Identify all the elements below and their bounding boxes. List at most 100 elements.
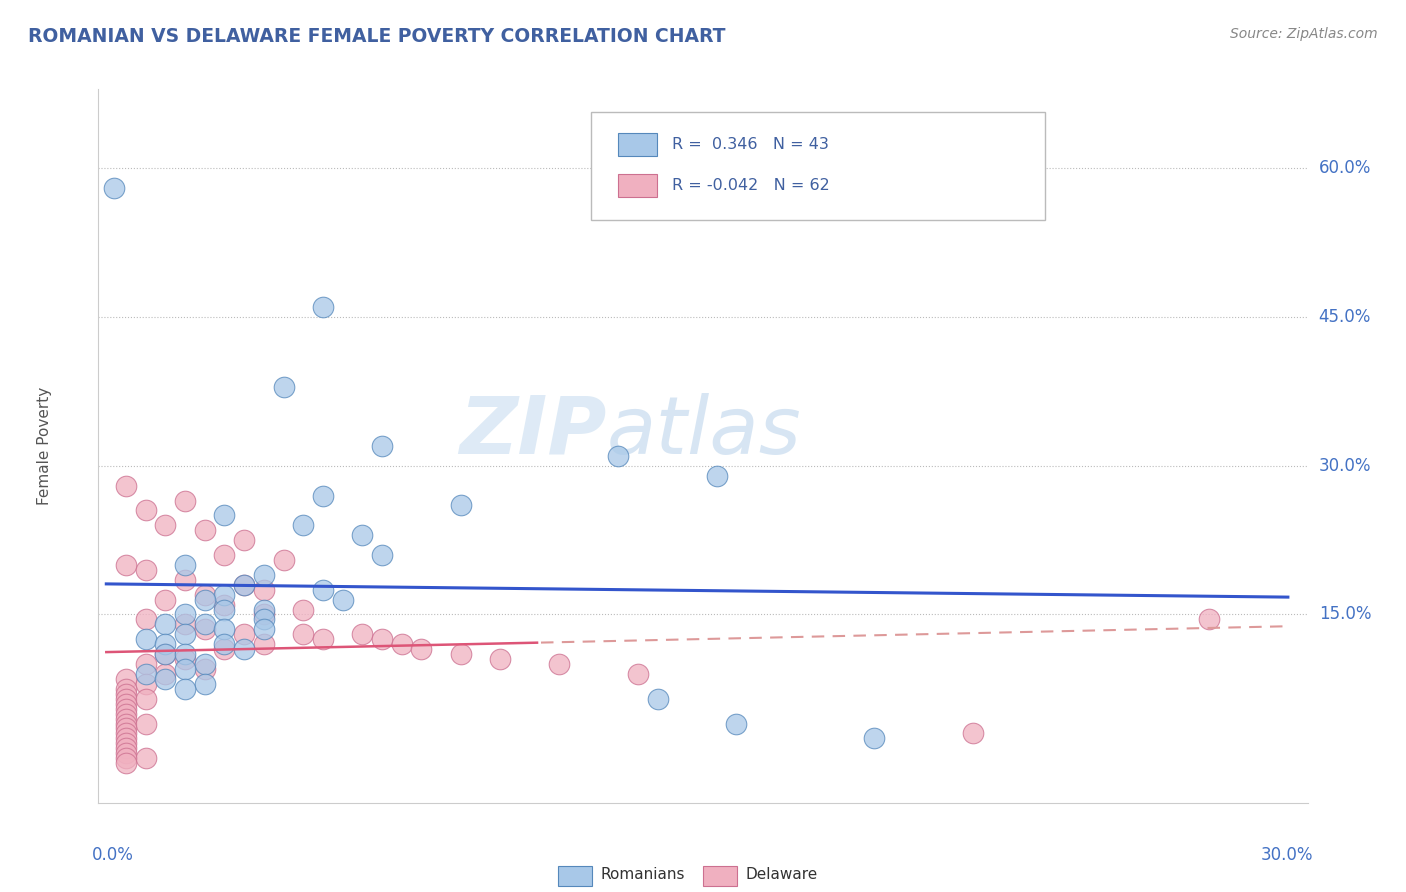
Point: [115, 691, 138, 706]
Point: [174, 627, 197, 641]
Text: Source: ZipAtlas.com: Source: ZipAtlas.com: [1230, 27, 1378, 41]
Point: [194, 623, 217, 637]
Point: [706, 468, 728, 483]
Point: [411, 642, 433, 657]
Point: [391, 637, 413, 651]
Point: [155, 592, 177, 607]
Point: [371, 548, 394, 562]
Point: [233, 642, 256, 657]
Point: [115, 478, 138, 492]
Point: [174, 607, 197, 622]
Point: [155, 647, 177, 661]
Text: Romanians: Romanians: [600, 867, 685, 881]
Point: [352, 528, 374, 542]
Point: [489, 652, 512, 666]
Point: [115, 731, 138, 746]
Point: [214, 508, 236, 523]
Point: [194, 657, 217, 671]
Text: 45.0%: 45.0%: [1319, 308, 1371, 326]
Point: [155, 518, 177, 533]
Point: [135, 691, 157, 706]
Text: 15.0%: 15.0%: [1319, 606, 1371, 624]
Point: [214, 598, 236, 612]
Point: [174, 573, 197, 587]
Text: ZIP: ZIP: [458, 392, 606, 471]
Point: [135, 612, 157, 626]
Point: [627, 667, 650, 681]
Point: [273, 379, 295, 393]
Point: [155, 667, 177, 681]
Point: [214, 637, 236, 651]
Point: [135, 503, 157, 517]
Text: ROMANIAN VS DELAWARE FEMALE POVERTY CORRELATION CHART: ROMANIAN VS DELAWARE FEMALE POVERTY CORR…: [28, 27, 725, 45]
FancyBboxPatch shape: [558, 865, 592, 886]
Text: atlas: atlas: [606, 392, 801, 471]
Point: [174, 652, 197, 666]
Text: 30.0%: 30.0%: [1319, 457, 1371, 475]
Point: [548, 657, 571, 671]
Point: [725, 716, 748, 731]
Point: [253, 567, 276, 582]
Point: [115, 712, 138, 726]
Point: [214, 548, 236, 562]
Point: [332, 592, 354, 607]
Point: [371, 632, 394, 647]
Point: [115, 746, 138, 760]
Point: [115, 701, 138, 715]
Point: [292, 518, 315, 533]
Point: [155, 672, 177, 686]
FancyBboxPatch shape: [591, 112, 1045, 219]
Point: [103, 181, 125, 195]
Point: [194, 662, 217, 676]
Point: [194, 677, 217, 691]
Point: [155, 637, 177, 651]
FancyBboxPatch shape: [703, 865, 737, 886]
Point: [115, 726, 138, 740]
FancyBboxPatch shape: [619, 174, 657, 197]
Point: [115, 558, 138, 572]
Point: [115, 681, 138, 696]
Point: [292, 602, 315, 616]
Point: [194, 523, 217, 537]
Point: [155, 617, 177, 632]
Point: [1198, 612, 1220, 626]
Point: [135, 677, 157, 691]
Point: [253, 637, 276, 651]
FancyBboxPatch shape: [619, 134, 657, 156]
Text: Female Poverty: Female Poverty: [37, 387, 52, 505]
Point: [233, 533, 256, 548]
Point: [115, 722, 138, 736]
Point: [135, 751, 157, 765]
Text: Delaware: Delaware: [745, 867, 817, 881]
Point: [233, 578, 256, 592]
Point: [214, 588, 236, 602]
Point: [135, 667, 157, 681]
Point: [174, 647, 197, 661]
Point: [194, 617, 217, 632]
Point: [115, 697, 138, 711]
Point: [214, 602, 236, 616]
Point: [352, 627, 374, 641]
Point: [135, 563, 157, 577]
Point: [863, 731, 886, 746]
Point: [115, 672, 138, 686]
Point: [253, 612, 276, 626]
Point: [214, 642, 236, 657]
Point: [115, 751, 138, 765]
Point: [115, 741, 138, 756]
Point: [253, 602, 276, 616]
Point: [115, 756, 138, 771]
Point: [174, 558, 197, 572]
Point: [174, 493, 197, 508]
Point: [450, 647, 472, 661]
Point: [253, 607, 276, 622]
Point: [155, 647, 177, 661]
Point: [174, 617, 197, 632]
Text: R =  0.346   N = 43: R = 0.346 N = 43: [672, 137, 828, 153]
Point: [135, 657, 157, 671]
Point: [312, 489, 335, 503]
Point: [115, 716, 138, 731]
Point: [312, 632, 335, 647]
Text: 30.0%: 30.0%: [1261, 846, 1313, 863]
Point: [312, 582, 335, 597]
